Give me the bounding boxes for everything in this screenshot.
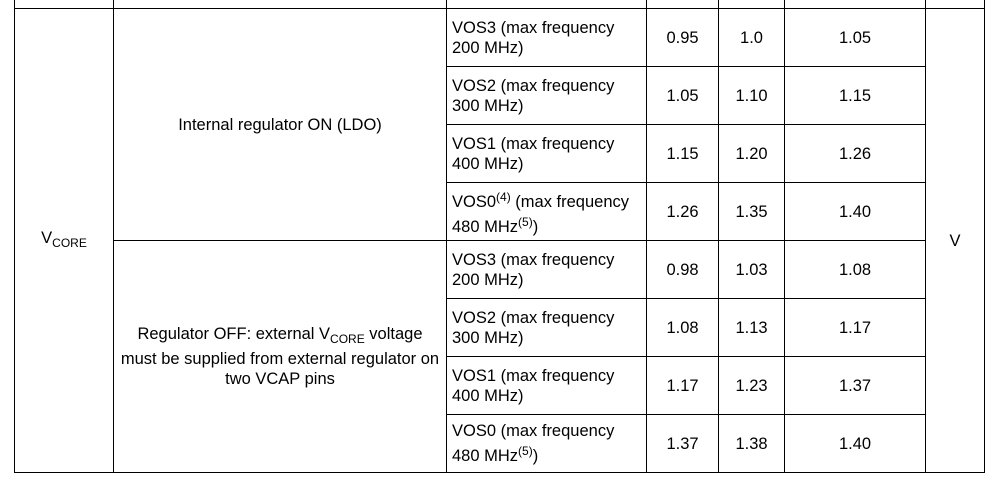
text: Regulator OFF: external V [137, 325, 331, 343]
min-cell: 1.08 [646, 298, 719, 357]
condition-cell: Internal regulator ON (LDO) [113, 8, 447, 241]
mode-cell: VOS1 (max frequency 400 MHz) [446, 124, 647, 183]
text: VOS2 (max frequency 300 MHz) [452, 76, 615, 115]
max-cell: 1.26 [784, 124, 926, 183]
supscript: (5) [518, 214, 533, 229]
min-cell: 1.15 [646, 124, 719, 183]
text: VOS1 (max frequency 400 MHz) [452, 134, 615, 173]
cell [113, 0, 447, 9]
max-cell: 1.17 [784, 298, 926, 357]
typ-cell: 1.20 [718, 124, 785, 183]
text: VOS0 [452, 192, 497, 211]
typ-cell: 1.0 [718, 8, 785, 67]
min-cell: 1.26 [646, 182, 719, 241]
min-cell: 1.17 [646, 356, 719, 415]
row: VOS0(4) (max frequency 480 MHz(5)) 1.26 1.… [15, 182, 985, 241]
subscript: CORE [330, 332, 365, 346]
text: ) [532, 447, 539, 465]
text: (max frequency 480 MHz [452, 192, 629, 236]
cell [646, 0, 719, 9]
spec-table: VCORE Internal regulator ON (LDO) VOS3 (ma… [14, 0, 985, 473]
min-cell: 1.05 [646, 66, 719, 125]
text: VOS1 (max frequency 400 MHz) [452, 366, 615, 405]
row: VOS0 (max frequency 480 MHz(5)) 1.37 1.38 1… [15, 414, 985, 473]
row: VOS1 (max frequency 400 MHz) 1.17 1.23 1.37 [15, 356, 985, 415]
max-cell: 1.05 [784, 8, 926, 67]
row: VOS2 (max frequency 300 MHz) 1.08 1.13 1.17 [15, 298, 985, 357]
text: V [949, 231, 961, 250]
text: Internal regulator ON (LDO) [178, 115, 382, 134]
cell [446, 0, 647, 9]
cut-row [14, 0, 985, 9]
max-cell: 1.37 [784, 356, 926, 415]
mode-cell: VOS0(4) (max frequency 480 MHz(5)) [446, 182, 647, 241]
mode-cell: VOS2 (max frequency 300 MHz) [446, 298, 647, 357]
cell [925, 0, 985, 9]
row: VOS1 (max frequency 400 MHz) 1.15 1.20 1.26 [15, 124, 985, 183]
min-cell: 0.98 [646, 240, 719, 299]
row: Regulator OFF: external VCORE voltage mu… [15, 240, 985, 473]
typ-cell: 1.10 [718, 66, 785, 125]
text: V [41, 229, 53, 247]
text: voltage must be supplied from external r… [120, 325, 440, 388]
mode-cell: VOS0 (max frequency 480 MHz(5)) [446, 414, 647, 473]
min-cell: 0.95 [646, 8, 719, 67]
unit-cell: V [925, 8, 985, 473]
subscript: CORE [52, 236, 87, 250]
mode-cell: VOS1 (max frequency 400 MHz) [446, 356, 647, 415]
table-body: VCORE Internal regulator ON (LDO) VOS3 (ma… [14, 0, 985, 473]
text: VOS3 (max frequency 200 MHz) [452, 250, 615, 289]
text: VOS3 (max frequency 200 MHz) [452, 18, 615, 57]
text: ) [532, 217, 539, 236]
text: VOS2 (max frequency 300 MHz) [452, 308, 615, 347]
row: VCORE Internal regulator ON (LDO) VOS3 (ma… [14, 8, 985, 473]
row: VOS2 (max frequency 300 MHz) 1.05 1.10 1.15 [15, 66, 985, 125]
typ-cell: 1.03 [718, 240, 785, 299]
supscript: (5) [518, 444, 533, 458]
max-cell: 1.40 [784, 182, 926, 241]
symbol-cell: VCORE [14, 8, 114, 473]
min-cell: 1.37 [646, 414, 719, 473]
cell [718, 0, 785, 9]
max-cell: 1.15 [784, 66, 926, 125]
supscript: (4) [496, 189, 511, 204]
max-cell: 1.40 [784, 414, 926, 473]
max-cell: 1.08 [784, 240, 926, 299]
typ-cell: 1.35 [718, 182, 785, 241]
mode-cell: VOS3 (max frequency 200 MHz) [446, 240, 647, 299]
mode-cell: VOS2 (max frequency 300 MHz) [446, 66, 647, 125]
text: VOS0 (max frequency 480 MHz [452, 422, 615, 465]
mode-cell: VOS3 (max frequency 200 MHz) [446, 8, 647, 67]
condition-cell: Regulator OFF: external VCORE voltage mu… [113, 240, 447, 473]
typ-cell: 1.23 [718, 356, 785, 415]
typ-cell: 1.13 [718, 298, 785, 357]
cell [14, 0, 114, 9]
cell [784, 0, 926, 9]
typ-cell: 1.38 [718, 414, 785, 473]
